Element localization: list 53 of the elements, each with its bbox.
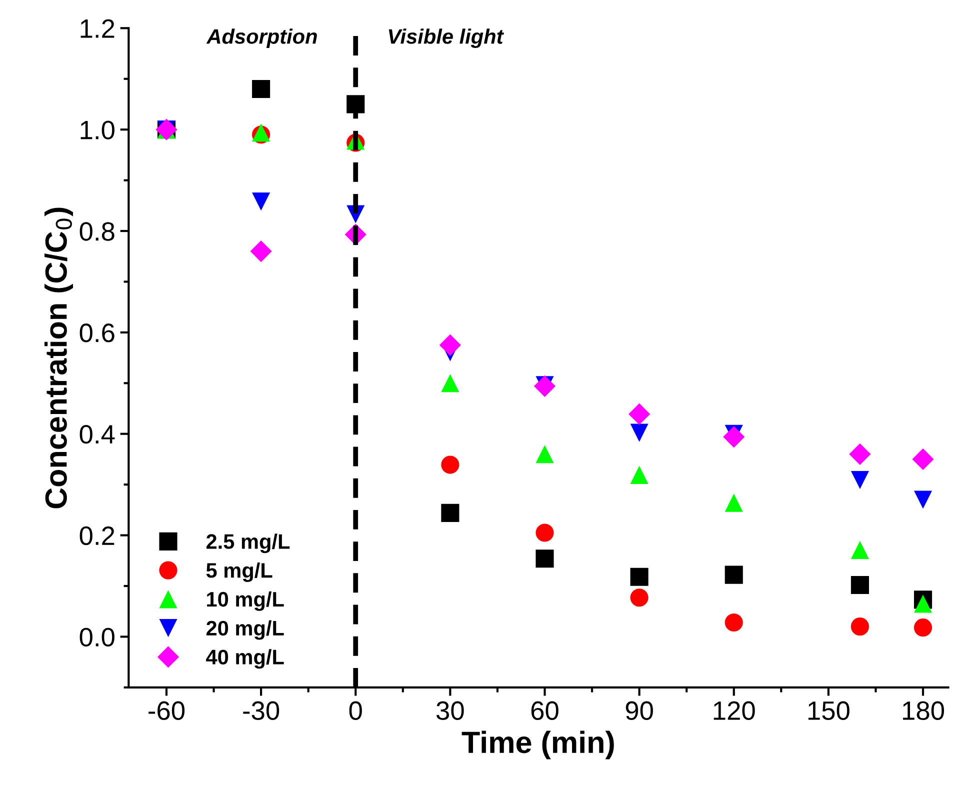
point xyxy=(630,466,648,484)
point xyxy=(724,566,743,584)
point xyxy=(914,618,932,637)
x-tick-label: 30 xyxy=(436,701,464,720)
legend-label: 20 mg/L xyxy=(206,620,284,640)
x-tick-label: -60 xyxy=(148,701,185,720)
y-tick-label: 1.0 xyxy=(80,120,114,140)
point xyxy=(441,374,460,392)
legend-label: 2.5 mg/L xyxy=(206,534,290,554)
y-tick-label: 0.2 xyxy=(80,526,114,546)
point xyxy=(630,588,648,607)
point xyxy=(849,443,871,465)
legend-label: 5 mg/L xyxy=(206,562,272,582)
x-tick-label: 120 xyxy=(714,701,755,720)
point xyxy=(914,594,932,613)
annotation: Visible light xyxy=(388,28,504,48)
x-tick-label: 180 xyxy=(903,701,944,720)
point xyxy=(441,456,460,474)
point xyxy=(912,448,934,470)
y-tick-label: 0.6 xyxy=(80,324,114,342)
point xyxy=(914,490,932,509)
y-axis-title: Concentration (C/C$_{0}$) xyxy=(44,208,73,508)
point xyxy=(850,540,869,560)
point xyxy=(723,426,745,448)
x-axis-title: Time (min) xyxy=(462,730,614,760)
point xyxy=(630,568,648,586)
point xyxy=(850,618,869,636)
point xyxy=(724,494,743,512)
point xyxy=(439,334,461,356)
x-tick-label: 90 xyxy=(626,701,653,720)
point xyxy=(536,550,554,568)
y-tick-label: 0.8 xyxy=(80,222,114,241)
x-tick-label: 60 xyxy=(531,701,558,720)
x-tick-label: 150 xyxy=(808,701,850,720)
y-tick-label: 0.4 xyxy=(80,424,115,444)
point xyxy=(724,613,743,632)
point xyxy=(252,192,270,211)
x-tick-label: 0 xyxy=(349,701,362,720)
point xyxy=(628,403,650,425)
point xyxy=(250,240,272,262)
point xyxy=(630,424,648,442)
point xyxy=(536,524,554,542)
y-tick-label: 0.0 xyxy=(80,628,114,647)
point xyxy=(850,470,869,490)
annotation: Adsorption xyxy=(206,28,317,48)
y-tick-label: 1.2 xyxy=(80,19,114,38)
legend-label: 40 mg/L xyxy=(206,649,284,669)
point xyxy=(441,504,460,522)
x-tick-label: -30 xyxy=(243,701,280,720)
point xyxy=(252,80,270,98)
point xyxy=(850,576,869,594)
legend-label: 10 mg/L xyxy=(207,591,284,611)
point xyxy=(536,445,554,464)
